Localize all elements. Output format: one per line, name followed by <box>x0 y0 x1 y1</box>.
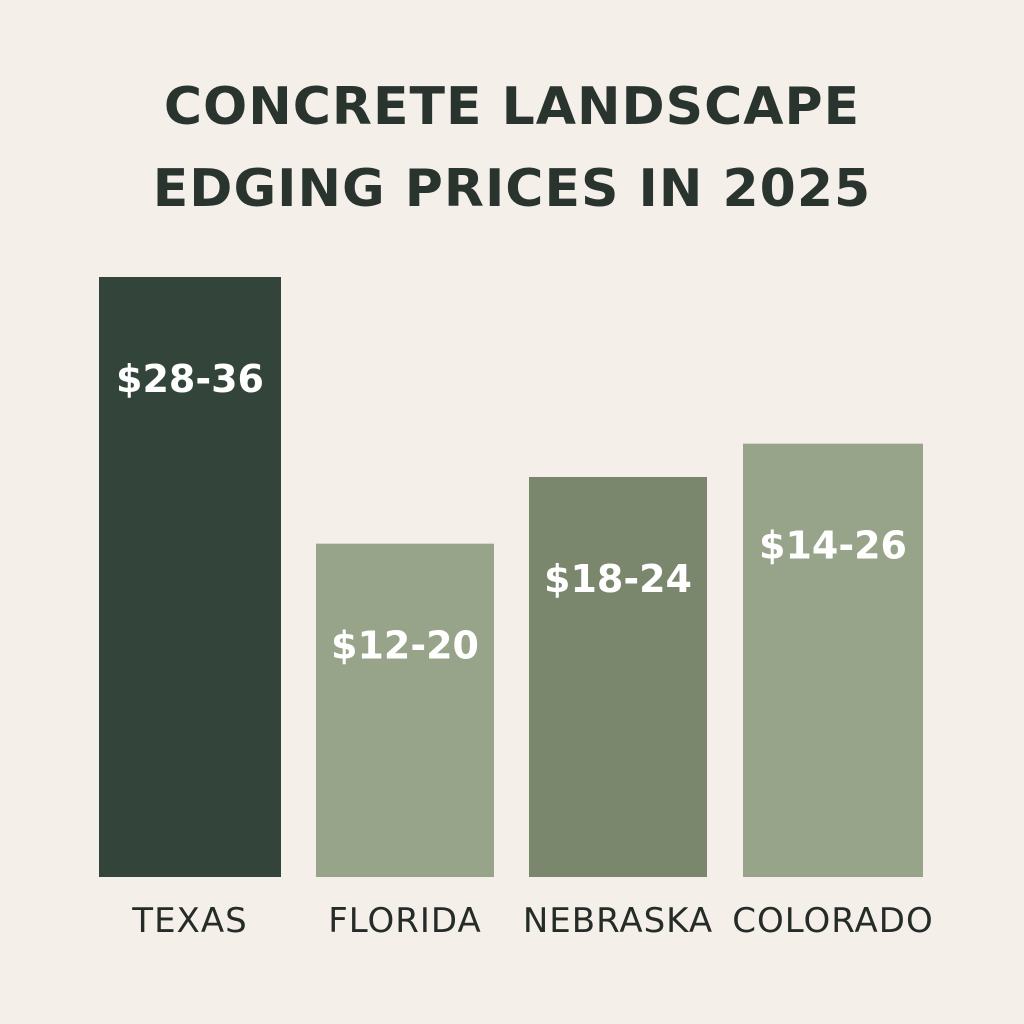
category-label-texas: TEXAS <box>131 901 247 941</box>
bar-nebraska <box>529 477 707 877</box>
category-labels-group: TEXAS FLORIDA NEBRASKA COLORADO <box>131 901 933 941</box>
chart-title-line-1: CONCRETE LANDSCAPE <box>163 77 861 137</box>
category-label-florida: FLORIDA <box>328 901 482 941</box>
bar-texas <box>99 277 281 877</box>
category-label-colorado: COLORADO <box>732 901 933 941</box>
chart-title-line-2: EDGING PRICES IN 2025 <box>152 159 872 219</box>
bar-colorado <box>743 443 923 877</box>
category-label-nebraska: NEBRASKA <box>523 901 713 941</box>
value-label-nebraska: $18-24 <box>544 557 692 601</box>
chart-title: CONCRETE LANDSCAPE EDGING PRICES IN 2025 <box>0 66 1024 230</box>
bar-florida <box>316 543 494 877</box>
value-label-florida: $12-20 <box>331 624 479 668</box>
value-labels-group: $28-36 $12-20 $18-24 $14-26 <box>116 357 907 668</box>
bars-group <box>99 277 923 877</box>
value-label-colorado: $14-26 <box>759 524 907 568</box>
value-label-texas: $28-36 <box>116 357 264 401</box>
